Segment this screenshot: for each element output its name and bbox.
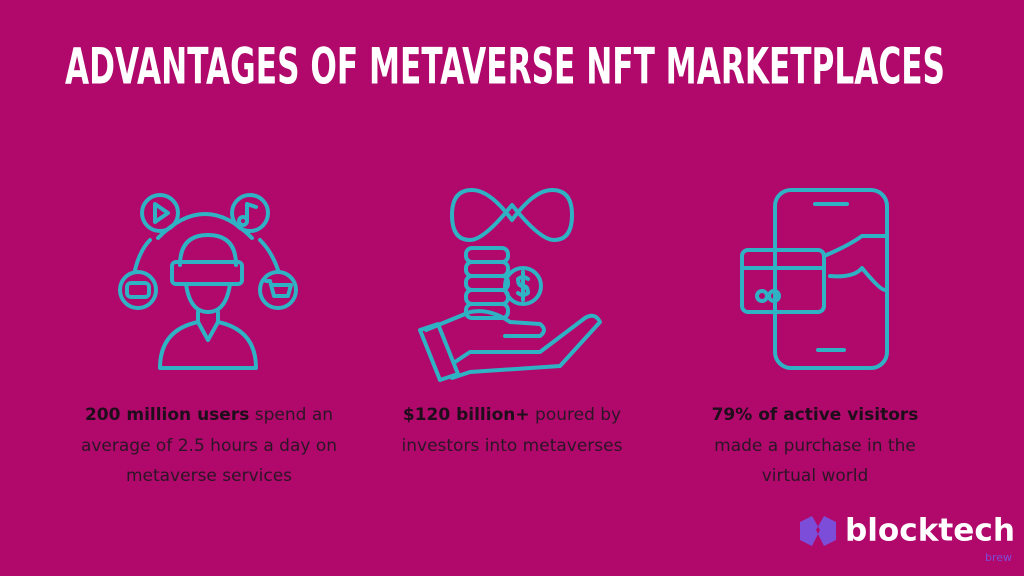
logo-name: blocktech (845, 513, 1015, 549)
stat-caption: 79% of active visitors made a purchase i… (693, 400, 937, 492)
icon-investment (418, 188, 602, 382)
stat-highlight: $120 billion+ (402, 405, 530, 425)
logo: blocktech brew (800, 513, 1015, 564)
stat-text: poured by investors into metaverses (401, 405, 623, 456)
stat-text: made a purchase in the virtual world (714, 435, 916, 487)
icon-vr-user (118, 193, 298, 370)
stat-highlight: 79% of active visitors (711, 405, 919, 425)
logo-sub: brew (985, 551, 1012, 564)
stat-text: spend an average of 2.5 hours a day on m… (80, 405, 338, 486)
icon-phone-purchase (740, 188, 889, 370)
stat-highlight: 200 million users (84, 405, 250, 425)
title: ADVANTAGES OF METAVERSE NFT MARKETPLACES (65, 38, 945, 96)
stat-caption: 200 million users spend an average of 2.… (75, 400, 343, 492)
stat-caption: $120 billion+ poured by investors into m… (382, 400, 642, 461)
